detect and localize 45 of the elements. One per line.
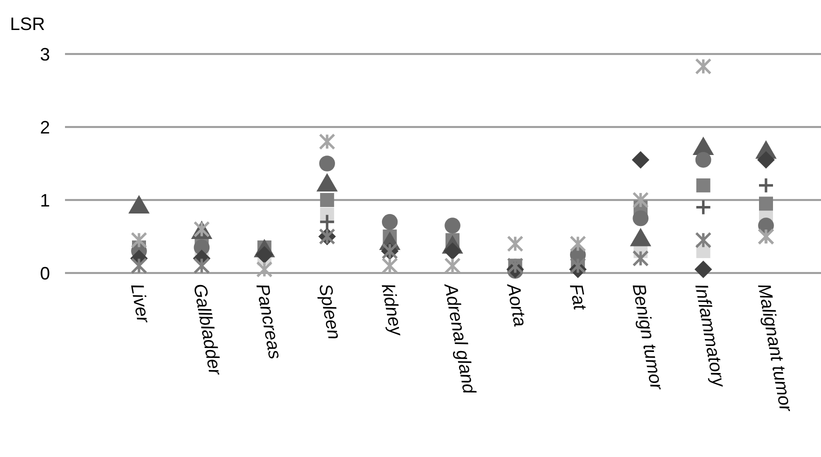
y-tick-label: 1 bbox=[40, 190, 50, 210]
point bbox=[318, 133, 336, 150]
point bbox=[130, 232, 148, 248]
y-tick-label: 0 bbox=[40, 263, 50, 284]
x-tick-label: Fat bbox=[566, 282, 590, 312]
y-tick-label: 2 bbox=[40, 117, 50, 138]
x-tick-label: Inflammatory bbox=[691, 282, 730, 390]
point bbox=[193, 257, 210, 274]
point bbox=[444, 218, 460, 234]
x-tick-label: Liver bbox=[127, 282, 154, 326]
point bbox=[444, 257, 461, 274]
point bbox=[759, 196, 773, 211]
x-tick-label: Malignant tumor bbox=[754, 282, 796, 414]
point bbox=[632, 250, 649, 267]
point bbox=[319, 156, 335, 172]
point bbox=[632, 151, 650, 169]
y-axis-title: LSR bbox=[10, 14, 46, 34]
point bbox=[695, 199, 712, 216]
point bbox=[632, 210, 648, 226]
point bbox=[694, 260, 712, 278]
point bbox=[130, 257, 148, 274]
point bbox=[695, 152, 712, 168]
x-tick-label: Pancreas bbox=[252, 282, 286, 361]
point bbox=[758, 177, 774, 194]
x-tick-label: kidney bbox=[378, 282, 407, 338]
x-tick-label: Benign tumor bbox=[628, 282, 668, 392]
point bbox=[318, 214, 336, 230]
point bbox=[382, 214, 398, 230]
y-tick-label: 3 bbox=[40, 44, 50, 64]
point bbox=[632, 192, 649, 208]
x-tick-label: Spleen bbox=[315, 282, 345, 341]
point bbox=[757, 151, 775, 169]
point bbox=[256, 261, 273, 278]
x-tick-label: Gallbladder bbox=[190, 282, 226, 378]
point bbox=[382, 257, 398, 274]
point bbox=[570, 257, 586, 274]
point bbox=[256, 246, 274, 264]
point bbox=[506, 236, 524, 252]
point bbox=[696, 178, 710, 192]
point bbox=[695, 58, 712, 75]
x-tick-label: Aorta bbox=[503, 281, 530, 328]
x-tick-label: Adrenal gland bbox=[440, 281, 480, 396]
point bbox=[695, 232, 712, 248]
point bbox=[320, 193, 334, 207]
point bbox=[570, 236, 586, 252]
